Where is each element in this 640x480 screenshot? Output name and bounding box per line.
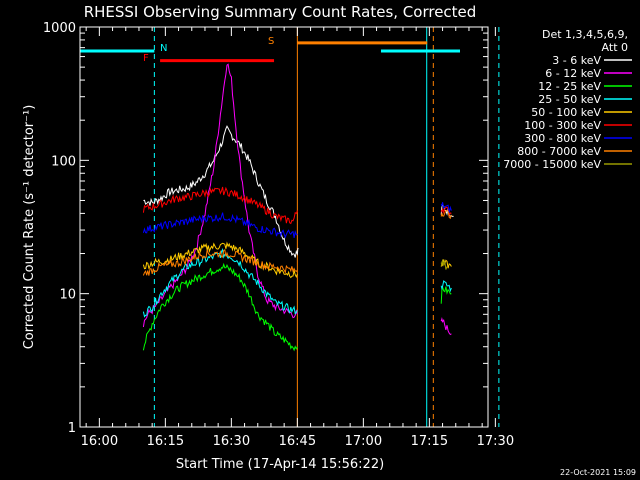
legend-label-4: 50 - 100 keV xyxy=(531,106,601,119)
y-axis-label: Corrected Count Rate (s⁻¹ detector⁻¹) xyxy=(22,105,37,350)
series-line-1 xyxy=(142,63,298,328)
x-tick-label-2: 16:30 xyxy=(213,434,250,449)
flag-label-S: S xyxy=(268,36,274,47)
x-tick-label-0: 16:00 xyxy=(81,434,118,449)
series-line-7 xyxy=(142,248,298,276)
series-line-6-late xyxy=(440,202,452,213)
x-tick-label-3: 16:45 xyxy=(279,434,316,449)
legend-label-7: 800 - 7000 keV xyxy=(517,145,601,158)
legend-label-6: 300 - 800 keV xyxy=(524,132,601,145)
legend-label-2: 12 - 25 keV xyxy=(538,80,601,93)
x-tick-label-4: 17:00 xyxy=(345,434,382,449)
series-line-8-late xyxy=(440,259,448,270)
y-tick-label-1: 10 xyxy=(59,288,76,303)
legend-header-0: Det 1,3,4,5,6,9, xyxy=(542,28,628,41)
series-line-5-late xyxy=(440,206,452,218)
legend-label-3: 25 - 50 keV xyxy=(538,93,601,106)
legend-header-1: Att 0 xyxy=(602,41,628,54)
y-tick-label-3: 1000 xyxy=(43,21,76,36)
y-tick-label-2: 100 xyxy=(51,154,76,169)
series-line-5 xyxy=(142,186,298,225)
x-tick-label-5: 17:15 xyxy=(411,434,448,449)
plot-area: N S F 1 10 100 1000 16:00 16:15 16:30 16:45 17:00 17… xyxy=(43,21,514,449)
series-line-0 xyxy=(143,125,299,258)
legend-label-0: 3 - 6 keV xyxy=(552,54,601,67)
footer-date: 22-Oct-2021 15:09 xyxy=(560,468,636,477)
x-axis-label: Start Time (17-Apr-14 15:56:22) xyxy=(176,457,384,472)
x-tick-label-6: 17:30 xyxy=(477,434,514,449)
series-line-7-late xyxy=(440,209,452,220)
flag-label-F: F xyxy=(143,53,149,64)
legend-label-8: 7000 - 15000 keV xyxy=(503,158,601,171)
x-tick-label-1: 16:15 xyxy=(147,434,184,449)
series-line-3 xyxy=(142,248,298,318)
series-line-6 xyxy=(142,212,298,239)
legend-label-1: 6 - 12 keV xyxy=(545,67,601,80)
legend-label-5: 100 - 300 keV xyxy=(524,119,601,132)
flag-label-N: N xyxy=(160,43,167,54)
series-line-3-late xyxy=(440,280,452,293)
chart-title: RHESSI Observing Summary Count Rates, Co… xyxy=(84,3,477,21)
y-tick-label-0: 1 xyxy=(68,421,76,436)
series-line-1-late xyxy=(440,317,452,336)
series-line-4 xyxy=(142,241,298,279)
series-line-2 xyxy=(142,262,298,352)
